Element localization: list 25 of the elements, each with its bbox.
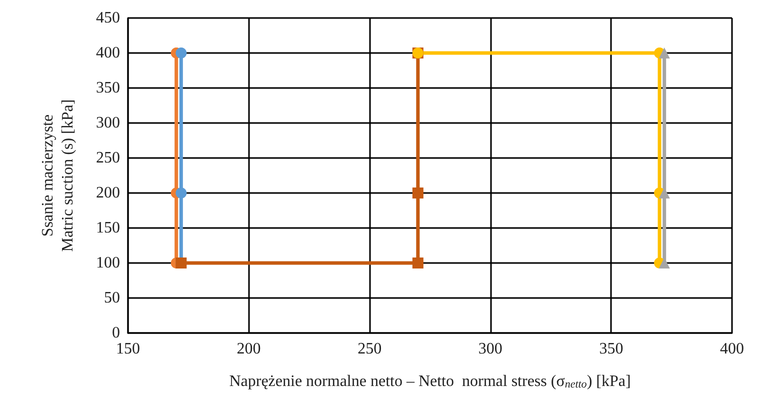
- y-axis-title: Ssanie macierzyste Matric suction (s) [kPa]: [40, 99, 76, 252]
- y-tick-label: 150: [96, 220, 120, 236]
- y-tick-label: 300: [96, 114, 120, 132]
- y-tick-label: 400: [96, 44, 120, 62]
- x-tick-label: 200: [236, 340, 261, 358]
- y-tick-label: 100: [96, 254, 120, 272]
- y-tick-label: 450: [96, 10, 120, 26]
- x-tick-label: 400: [720, 340, 744, 358]
- point: [412, 188, 424, 198]
- x-tick-label: 250: [358, 340, 382, 358]
- point: [658, 48, 670, 58]
- x-tick-label: 150: [116, 340, 140, 358]
- point: [658, 188, 670, 198]
- x-axis-title: Naprężenie normalne netto – Netto normal stress (σnetto) [kPa]: [229, 373, 631, 390]
- y-tick-label: 200: [96, 184, 120, 202]
- point: [412, 258, 424, 268]
- x-tick-label: 350: [599, 340, 624, 358]
- y-tick-label: 50: [104, 290, 120, 306]
- point: [176, 188, 187, 198]
- x-tick-label: 300: [478, 340, 502, 358]
- y-tick-label: 250: [96, 150, 120, 166]
- point: [658, 258, 670, 268]
- y-tick-label: 0: [112, 324, 120, 342]
- point: [176, 48, 187, 58]
- y-tick-label: 350: [96, 80, 120, 96]
